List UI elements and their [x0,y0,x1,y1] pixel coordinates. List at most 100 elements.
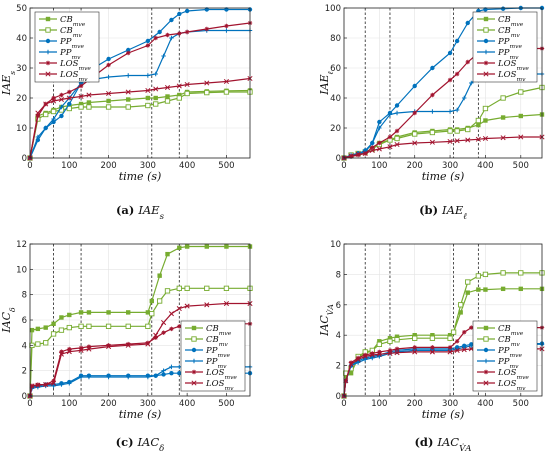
chart-panel-2: 0 100 200 300 400 500 0 20 40 60 80 100 time (s) IAEℓ… [318,4,545,222]
data-point [145,95,151,101]
y-tick-label: 0 [22,154,27,164]
legend-entry: CBmve [206,324,232,337]
y-axis-label-group: IAEs [0,71,17,96]
data-point [66,349,72,355]
x-axis-label: time (s) [422,170,465,183]
x-tick-label: 200 [407,161,423,171]
data-point [430,109,435,114]
data-point [149,311,155,317]
data-point [43,111,49,118]
data-point [153,35,158,41]
data-point [51,321,56,326]
data-point [412,349,418,355]
y-tick-label: 80 [330,34,341,44]
data-point [362,353,368,360]
data-point [204,7,209,12]
x-tick-label: 100 [371,399,387,409]
data-point [412,131,418,137]
y-tick-label: 0 [336,392,341,402]
data-point [394,128,400,134]
data-point [125,342,131,348]
data-point [184,285,190,291]
data-point [153,71,158,77]
data-point [29,383,35,389]
legend-marker [45,38,51,44]
data-point [164,84,171,91]
data-point [355,152,361,158]
data-point [465,59,470,65]
data-point [78,323,84,329]
x-axis-label: time (s) [422,408,465,421]
data-point [126,341,131,347]
data-point [126,47,131,53]
data-point [126,50,131,56]
data-point [500,135,506,141]
legend-marker [45,60,51,66]
data-point [145,340,151,345]
legend-marker [483,347,489,353]
legend-marker [483,358,489,364]
data-point [476,287,481,292]
data-point [51,95,56,101]
legend-marker [191,369,197,375]
x-tick-label: 300 [442,161,458,171]
data-point [78,345,84,351]
data-point [106,343,111,348]
data-point [469,325,474,330]
data-point [169,364,174,370]
data-point [149,298,154,304]
y-tick-label: 10 [16,124,27,134]
x-tick-label: 400 [477,161,493,171]
data-point [86,104,92,110]
legend-entry: CBmve [498,324,524,337]
data-point [469,80,474,86]
legend-entry: PPmve [497,37,522,50]
data-point [86,92,92,98]
data-point [376,351,382,357]
legend-entry: LOSmve [59,59,91,72]
legend-entry: PPmve [205,346,230,359]
data-point [157,273,162,278]
legend-box [34,11,100,83]
legend-entry: LOSmve [497,368,529,381]
data-point [145,43,151,48]
legend-marker [483,380,489,386]
x-tick-label: 200 [100,399,116,409]
x-tick-label: 100 [61,161,77,171]
x-tick-label: 500 [513,399,529,409]
y-axis-label-group: IACδ [0,307,17,334]
data-point [204,26,209,32]
data-point [387,338,393,344]
data-point [153,86,159,92]
data-point [177,31,182,36]
data-point [164,288,171,294]
chart-panel-4: 0 100 200 300 400 500 0 2 4 6 8 10 time (s) IACV̇A CBm… [318,240,545,452]
data-point [482,271,489,278]
data-point [369,147,375,154]
data-point [483,7,488,12]
data-point [145,341,151,347]
y-tick-label: 10 [330,240,341,250]
data-point [476,122,481,128]
series-line [29,77,251,159]
y-tick-label: 40 [330,94,341,104]
plot-frame [343,243,543,397]
data-point [35,110,41,116]
data-point [105,323,112,329]
x-tick-label: 500 [513,161,529,171]
data-point [387,336,393,341]
legend-marker [45,16,51,22]
data-point [482,105,489,112]
data-point [165,251,170,257]
legend-entry: LOSmv [205,379,234,392]
x-axis-label: time (s) [119,170,162,183]
data-point [153,335,158,340]
y-tick-label: 10 [16,265,27,275]
data-point [106,62,111,68]
legend-entry: PPmve [497,346,522,359]
data-point [125,89,131,95]
data-point [35,326,41,332]
data-point [86,374,92,380]
